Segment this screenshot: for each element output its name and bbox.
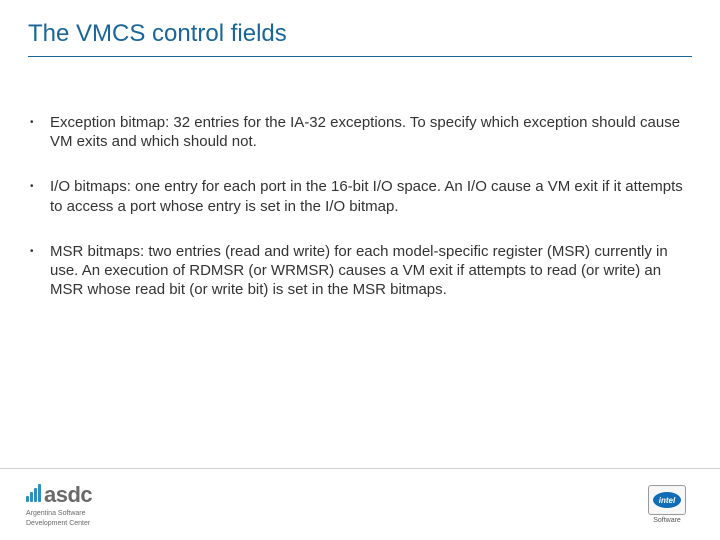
asdc-subtitle-2: Development Center [26,520,92,528]
intel-chip-icon: intel [648,485,686,515]
intel-name: intel [659,496,675,505]
list-item: • Exception bitmap: 32 entries for the I… [28,113,686,151]
bullet-text: Exception bitmap: 32 entries for the IA-… [50,113,686,151]
bullet-text: I/O bitmaps: one entry for each port in … [50,177,686,215]
asdc-bars-icon [26,484,41,502]
footer: asdc Argentina Software Development Cent… [0,468,720,540]
intel-oval: intel [653,492,681,508]
intel-logo: intel Software [648,485,686,524]
bullet-marker-icon: • [28,242,50,262]
list-item: • MSR bitmaps: two entries (read and wri… [28,242,686,300]
bullet-text: MSR bitmaps: two entries (read and write… [50,242,686,300]
asdc-logo: asdc Argentina Software Development Cent… [26,482,92,527]
asdc-name: asdc [44,482,92,508]
intel-subtitle: Software [653,517,681,524]
list-item: • I/O bitmaps: one entry for each port i… [28,177,686,215]
slide: The VMCS control fields • Exception bitm… [0,0,720,540]
asdc-subtitle-1: Argentina Software [26,510,92,518]
bullet-marker-icon: • [28,113,50,133]
bullet-marker-icon: • [28,177,50,197]
bullet-list: • Exception bitmap: 32 entries for the I… [28,113,692,299]
slide-title: The VMCS control fields [28,20,692,57]
asdc-mark: asdc [26,482,92,508]
